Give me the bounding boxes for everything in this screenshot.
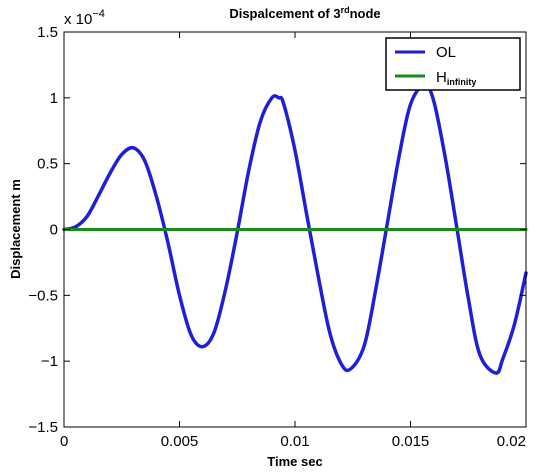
legend-box <box>385 37 521 91</box>
y-exponent-label: x 10−4 <box>64 8 105 28</box>
y-tick-label: −1 <box>41 353 58 370</box>
x-tick-label: 0.015 <box>392 433 430 450</box>
series-line-0 <box>62 82 528 375</box>
x-axis-label: Time sec <box>267 454 322 469</box>
x-axis: 0 0.005 0.01 0.015 0.02 <box>60 32 527 450</box>
legend-label-ol: OL <box>436 44 456 61</box>
y-tick-label: 0 <box>50 222 58 239</box>
y-tick-label: 0.5 <box>37 156 58 173</box>
y-tick-label: −1.5 <box>28 419 58 436</box>
x-tick-label: 0.02 <box>497 433 526 450</box>
y-tick-label: 1.5 <box>37 24 58 41</box>
x-tick-label: 0.005 <box>161 433 199 450</box>
chart-title: Dispalcement of 3rdnode <box>229 5 380 21</box>
x-tick-label: 0 <box>60 433 68 450</box>
y-axis: 1.5 1 0.5 0 −0.5 −1 −1.5 <box>28 24 526 436</box>
y-axis-label: Displacement m <box>8 179 23 279</box>
y-tick-label: −0.5 <box>28 287 58 304</box>
y-tick-label: 1 <box>50 90 58 107</box>
legend-label-hinfinity: Hinfinity <box>436 69 476 87</box>
x-tick-label: 0.01 <box>280 433 309 450</box>
plot-area <box>62 82 528 375</box>
legend: OL Hinfinity <box>385 37 521 91</box>
